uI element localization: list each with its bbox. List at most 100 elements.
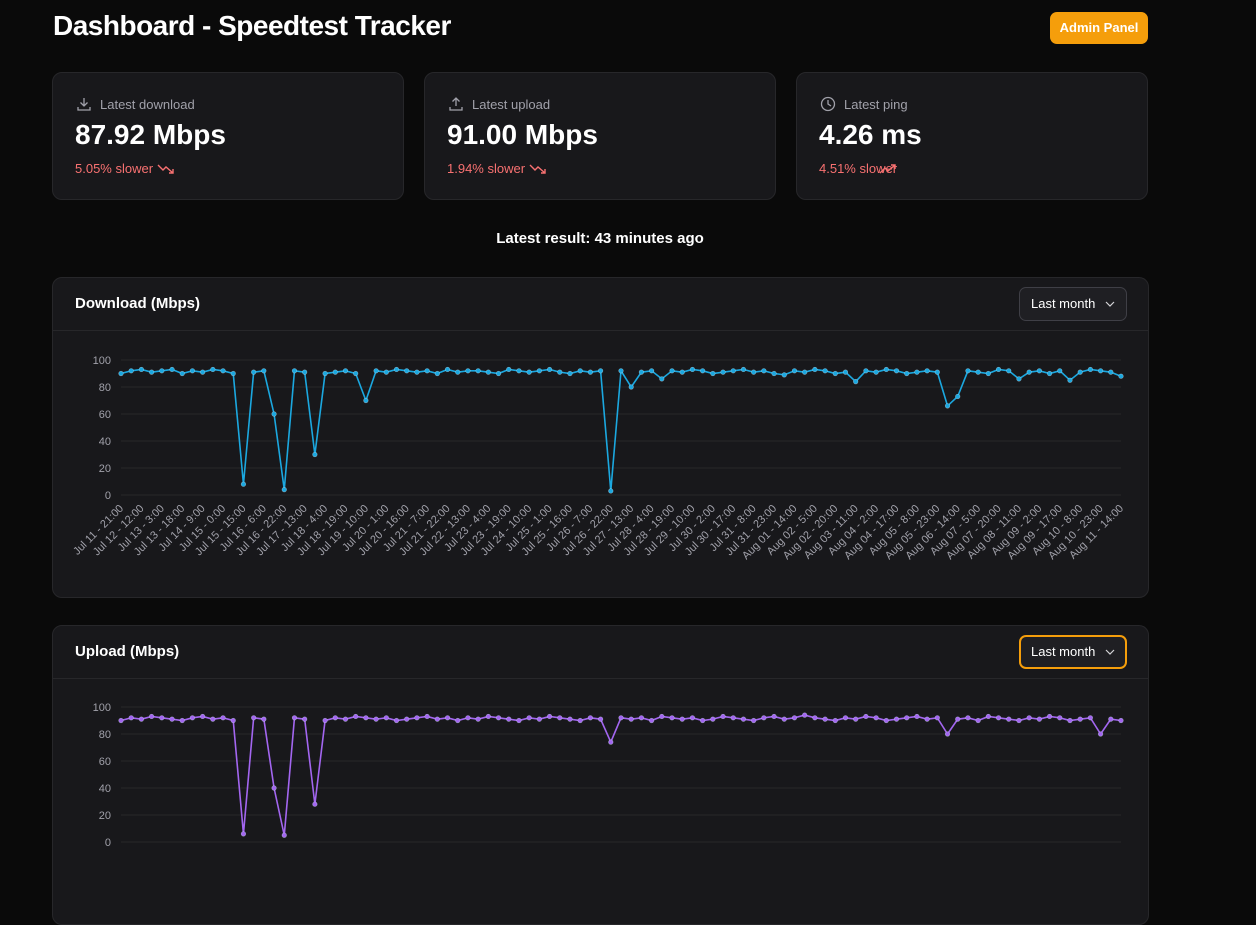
trend-icon bbox=[157, 164, 174, 174]
upload-icon bbox=[449, 97, 463, 111]
data-point bbox=[934, 715, 940, 721]
data-point bbox=[118, 717, 124, 724]
data-point bbox=[393, 717, 400, 724]
data-point bbox=[281, 832, 287, 838]
data-point bbox=[893, 716, 900, 722]
stat-card: Latest download 87.92 Mbps 5.05% slower bbox=[52, 72, 404, 200]
data-point bbox=[944, 731, 951, 737]
y-tick-label: 40 bbox=[99, 436, 111, 448]
data-point bbox=[169, 716, 175, 722]
data-point bbox=[995, 366, 1002, 373]
data-point bbox=[853, 378, 859, 385]
data-point bbox=[597, 368, 604, 374]
data-point bbox=[567, 716, 573, 722]
data-point bbox=[291, 715, 298, 721]
data-point bbox=[720, 713, 726, 720]
data-point bbox=[128, 715, 134, 721]
data-point bbox=[587, 369, 593, 375]
data-point bbox=[914, 369, 920, 375]
data-point bbox=[332, 369, 338, 375]
data-point bbox=[342, 368, 349, 374]
data-point bbox=[516, 368, 522, 374]
data-point bbox=[781, 372, 787, 378]
data-point bbox=[751, 369, 757, 375]
data-point bbox=[1057, 715, 1063, 721]
data-point bbox=[302, 716, 308, 722]
data-point bbox=[781, 716, 787, 722]
data-point bbox=[373, 716, 379, 722]
data-point bbox=[955, 716, 961, 722]
data-point bbox=[444, 715, 451, 721]
data-point bbox=[138, 716, 145, 722]
data-point bbox=[638, 715, 645, 721]
stat-label: Latest download bbox=[100, 97, 195, 112]
data-point bbox=[577, 717, 583, 724]
data-point bbox=[1016, 717, 1022, 724]
data-point bbox=[853, 716, 859, 722]
data-point bbox=[883, 717, 889, 724]
y-tick-label: 80 bbox=[99, 729, 111, 741]
data-point bbox=[302, 369, 308, 375]
data-point bbox=[526, 715, 532, 721]
stat-change: 5.05% slower bbox=[75, 161, 154, 176]
data-point bbox=[271, 785, 277, 791]
data-point bbox=[985, 370, 991, 377]
data-point bbox=[904, 370, 910, 377]
stat-change: 1.94% slower bbox=[447, 161, 526, 176]
data-point bbox=[597, 716, 604, 722]
data-point bbox=[373, 368, 379, 374]
data-point bbox=[924, 716, 930, 722]
data-point bbox=[863, 713, 869, 720]
data-point bbox=[904, 715, 910, 721]
trend-icon bbox=[529, 164, 546, 174]
y-tick-label: 60 bbox=[99, 409, 111, 421]
data-point bbox=[812, 715, 818, 721]
data-point bbox=[618, 368, 624, 374]
data-point bbox=[485, 369, 491, 375]
data-point bbox=[659, 376, 665, 382]
data-point bbox=[383, 715, 389, 721]
data-point bbox=[710, 370, 716, 377]
data-point bbox=[1026, 369, 1032, 375]
data-point bbox=[414, 715, 420, 721]
trend-icon bbox=[879, 164, 896, 174]
data-point bbox=[873, 715, 879, 721]
data-point bbox=[444, 366, 451, 373]
data-point bbox=[404, 368, 410, 374]
data-point bbox=[1108, 716, 1114, 722]
range-dropdown[interactable]: Last month bbox=[1019, 287, 1127, 321]
data-point bbox=[465, 368, 471, 374]
clock-icon bbox=[820, 96, 836, 112]
data-point bbox=[434, 716, 440, 722]
chart: 0 20 40 60 80 100 bbox=[93, 702, 1124, 849]
stat-label: Latest upload bbox=[472, 97, 551, 112]
data-point bbox=[322, 370, 328, 377]
data-point bbox=[1057, 368, 1063, 374]
data-point bbox=[649, 717, 655, 724]
data-point bbox=[802, 369, 808, 375]
data-point bbox=[1077, 369, 1083, 375]
data-point bbox=[1118, 717, 1124, 724]
data-point bbox=[342, 716, 349, 722]
admin-panel-button[interactable]: Admin Panel bbox=[1050, 12, 1148, 44]
data-point bbox=[649, 368, 655, 374]
data-point bbox=[281, 487, 287, 493]
data-point bbox=[506, 366, 512, 373]
data-point bbox=[189, 715, 196, 721]
data-point bbox=[893, 368, 900, 374]
y-tick-label: 100 bbox=[93, 702, 111, 714]
data-point bbox=[363, 397, 369, 404]
data-point bbox=[291, 368, 298, 374]
data-point bbox=[159, 368, 165, 374]
data-point bbox=[393, 366, 400, 373]
data-point bbox=[791, 715, 798, 721]
data-point bbox=[169, 366, 175, 373]
stat-card: Latest upload 91.00 Mbps 1.94% slower bbox=[424, 72, 776, 200]
data-point bbox=[761, 368, 767, 374]
data-point bbox=[1087, 366, 1093, 373]
data-point bbox=[1118, 373, 1124, 379]
data-point bbox=[557, 369, 563, 375]
range-dropdown[interactable]: Last month bbox=[1019, 635, 1127, 669]
data-point bbox=[536, 716, 542, 722]
